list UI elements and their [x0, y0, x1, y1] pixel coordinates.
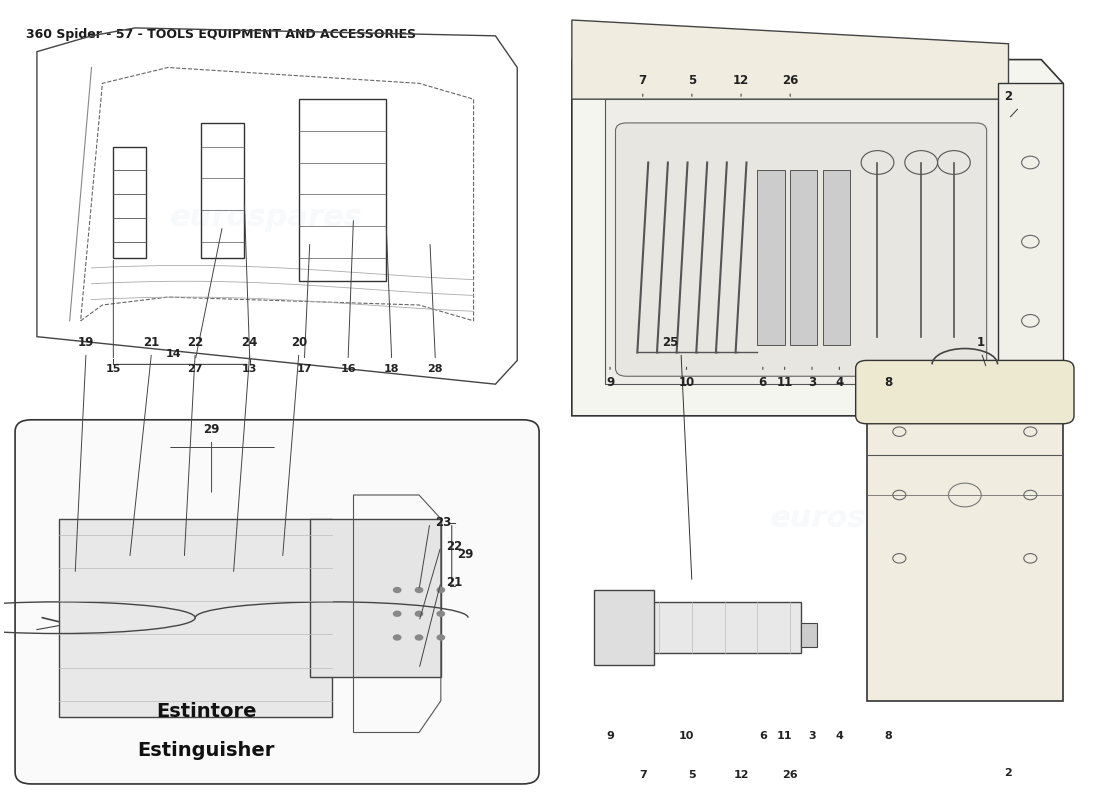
Text: 3: 3: [807, 376, 816, 390]
Text: 13: 13: [242, 364, 257, 374]
Text: 2: 2: [1004, 768, 1012, 778]
Bar: [790, 170, 817, 345]
Polygon shape: [605, 99, 1009, 384]
Text: 16: 16: [340, 364, 356, 374]
Bar: [801, 623, 817, 647]
Text: 29: 29: [458, 548, 474, 561]
Text: eurospares: eurospares: [705, 243, 898, 272]
Text: 28: 28: [428, 364, 443, 374]
Text: 9: 9: [606, 376, 614, 390]
Bar: [823, 170, 850, 345]
FancyBboxPatch shape: [856, 361, 1074, 424]
Text: 23: 23: [436, 516, 452, 530]
Text: Estintore: Estintore: [156, 702, 256, 721]
Text: 4: 4: [835, 376, 844, 390]
Text: eurospares: eurospares: [770, 504, 962, 534]
Text: 12: 12: [734, 770, 749, 780]
Circle shape: [393, 634, 402, 641]
Circle shape: [415, 610, 424, 617]
Text: 9: 9: [606, 731, 614, 741]
Text: eurospares: eurospares: [169, 203, 363, 233]
Circle shape: [415, 634, 424, 641]
Text: 15: 15: [106, 364, 121, 374]
Text: 17: 17: [297, 364, 312, 374]
Text: 6: 6: [759, 731, 767, 741]
Text: 8: 8: [884, 376, 892, 390]
Text: 11: 11: [777, 731, 792, 741]
Text: 14: 14: [166, 349, 182, 358]
Text: 3: 3: [808, 731, 816, 741]
Text: 7: 7: [639, 770, 647, 780]
Text: 26: 26: [782, 770, 797, 780]
Bar: [637, 602, 801, 654]
Text: 5: 5: [688, 74, 696, 87]
Circle shape: [393, 610, 402, 617]
Circle shape: [393, 587, 402, 593]
Bar: [758, 170, 784, 345]
Text: 27: 27: [187, 364, 204, 374]
Text: 25: 25: [662, 335, 679, 349]
Text: 22: 22: [447, 540, 462, 553]
Text: 7: 7: [639, 74, 647, 87]
Text: 12: 12: [733, 74, 749, 87]
Text: 8: 8: [884, 731, 892, 741]
Polygon shape: [572, 20, 1009, 99]
Text: 26: 26: [782, 74, 799, 87]
Text: 22: 22: [187, 335, 204, 349]
Polygon shape: [998, 83, 1063, 384]
Text: 19: 19: [78, 335, 95, 349]
Bar: [867, 384, 1063, 701]
Text: 21: 21: [447, 575, 462, 589]
Bar: [310, 518, 441, 677]
Text: 360 Spider - 57 - TOOLS EQUIPMENT AND ACCESSORIES: 360 Spider - 57 - TOOLS EQUIPMENT AND AC…: [26, 28, 416, 41]
Text: 11: 11: [777, 376, 793, 390]
Text: 2: 2: [1004, 90, 1013, 103]
Text: 1: 1: [977, 335, 986, 349]
Circle shape: [437, 634, 446, 641]
Text: 29: 29: [204, 422, 220, 436]
FancyBboxPatch shape: [616, 123, 987, 376]
Text: 10: 10: [679, 731, 694, 741]
Circle shape: [415, 587, 424, 593]
Circle shape: [437, 587, 446, 593]
Text: 24: 24: [242, 335, 258, 349]
Text: Estinguisher: Estinguisher: [138, 742, 275, 760]
Text: 20: 20: [290, 335, 307, 349]
FancyBboxPatch shape: [15, 420, 539, 784]
Text: eurospares: eurospares: [169, 560, 363, 589]
Text: 18: 18: [384, 364, 399, 374]
Text: 6: 6: [759, 376, 767, 390]
Text: 5: 5: [689, 770, 695, 780]
Bar: [58, 518, 332, 717]
Bar: [594, 590, 653, 666]
Text: 21: 21: [143, 335, 160, 349]
Circle shape: [437, 610, 446, 617]
Polygon shape: [572, 59, 1063, 416]
Text: 4: 4: [835, 731, 844, 741]
Text: 10: 10: [679, 376, 694, 390]
